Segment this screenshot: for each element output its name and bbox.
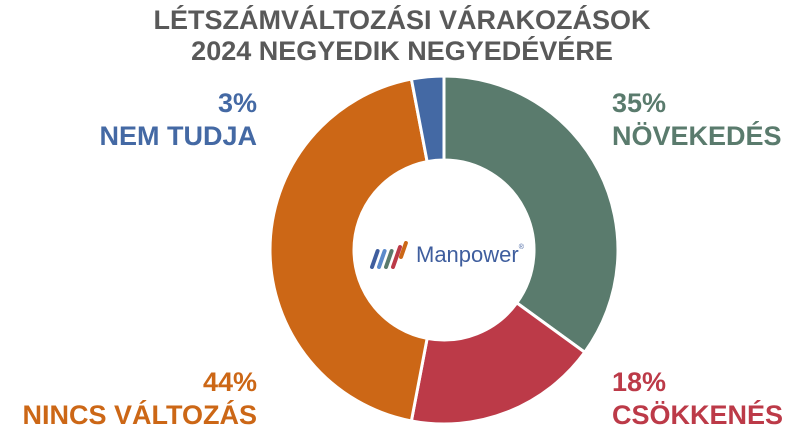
label-csokkenes-pct: 18%	[612, 367, 667, 397]
label-novekedes: 35% NÖVEKEDÉS	[612, 87, 782, 153]
label-nem-tudja-name: NEM TUDJA	[99, 121, 257, 151]
label-csokkenes-name: CSÖKKENÉS	[612, 400, 784, 430]
logo-text: Manpower	[416, 242, 519, 267]
label-nem-tudja: 3% NEM TUDJA	[99, 87, 257, 153]
registered-mark: ®	[518, 243, 524, 251]
donut-slices	[268, 74, 620, 426]
donut-slice-növekedés	[442, 74, 620, 355]
chart-title-line2: 2024 NEGYEDIK NEGYEDÉVÉRE	[191, 36, 613, 66]
manpower-stripes-icon	[370, 241, 408, 269]
donut-slice-nincs-változás	[268, 77, 429, 423]
label-nincs-valtozas-pct: 44%	[202, 367, 257, 397]
label-csokkenes: 18% CSÖKKENÉS	[612, 366, 783, 432]
label-novekedes-pct: 35%	[612, 88, 667, 118]
label-nem-tudja-pct: 3%	[217, 88, 257, 118]
chart-title-line1: LÉTSZÁMVÁLTOZÁSI VÁRAKOZÁSOK	[153, 5, 651, 35]
donut-slice-csökkenés	[409, 300, 587, 426]
label-nincs-valtozas: 44% NINCS VÁLTOZÁS	[22, 366, 257, 432]
label-novekedes-name: NÖVEKEDÉS	[612, 121, 782, 151]
donut-slice-nem-tudja	[409, 74, 446, 164]
label-nincs-valtozas-name: NINCS VÁLTOZÁS	[22, 400, 257, 430]
manpower-logo: Manpower ®	[368, 240, 524, 270]
